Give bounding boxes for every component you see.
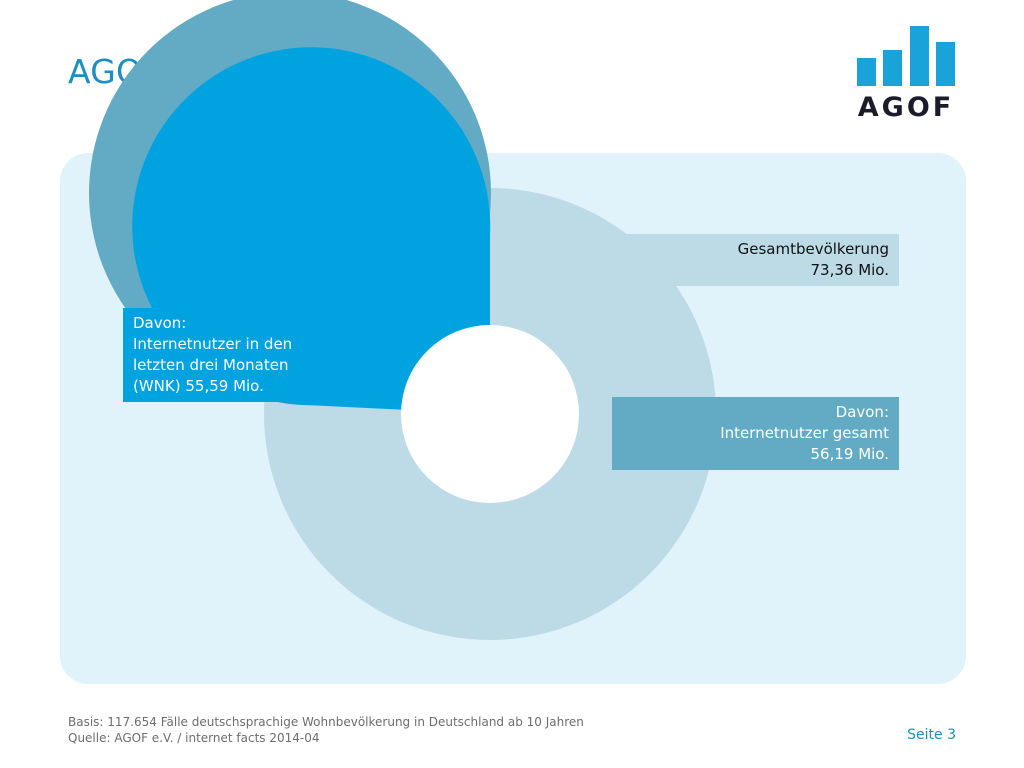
footer-source: Quelle: AGOF e.V. / internet facts 2014-… <box>68 731 320 745</box>
label-line: 73,36 Mio. <box>810 261 889 279</box>
logo-bar-2 <box>883 50 902 86</box>
label-line: letzten drei Monaten <box>133 356 289 374</box>
label-line: (WNK) 55,59 Mio. <box>133 377 264 395</box>
logo-wordmark: AGOF <box>857 92 955 123</box>
label-line: Gesamtbevölkerung <box>737 240 889 258</box>
label-line: Internetnutzer gesamt <box>720 424 889 442</box>
logo-bar-3 <box>910 26 929 86</box>
chart-center-hole <box>401 325 579 503</box>
logo-bar-1 <box>857 58 876 86</box>
page-number: Seite 3 <box>907 727 956 743</box>
agof-logo: AGOF <box>850 26 962 123</box>
logo-bar-4 <box>936 42 955 86</box>
label-line: Davon: <box>835 403 889 421</box>
label-internetnutzer-wnk: Davon: Internetnutzer in den letzten dre… <box>123 308 351 402</box>
label-line: Internetnutzer in den <box>133 335 293 353</box>
footer-basis: Basis: 117.654 Fälle deutschsprachige Wo… <box>68 715 584 729</box>
footer-notes: Basis: 117.654 Fälle deutschsprachige Wo… <box>68 714 584 746</box>
label-gesamtbevoelkerung: Gesamtbevölkerung 73,36 Mio. <box>600 234 899 286</box>
label-line: Davon: <box>133 314 187 332</box>
label-line: 56,19 Mio. <box>810 445 889 463</box>
label-internetnutzer-gesamt: Davon: Internetnutzer gesamt 56,19 Mio. <box>612 397 899 470</box>
